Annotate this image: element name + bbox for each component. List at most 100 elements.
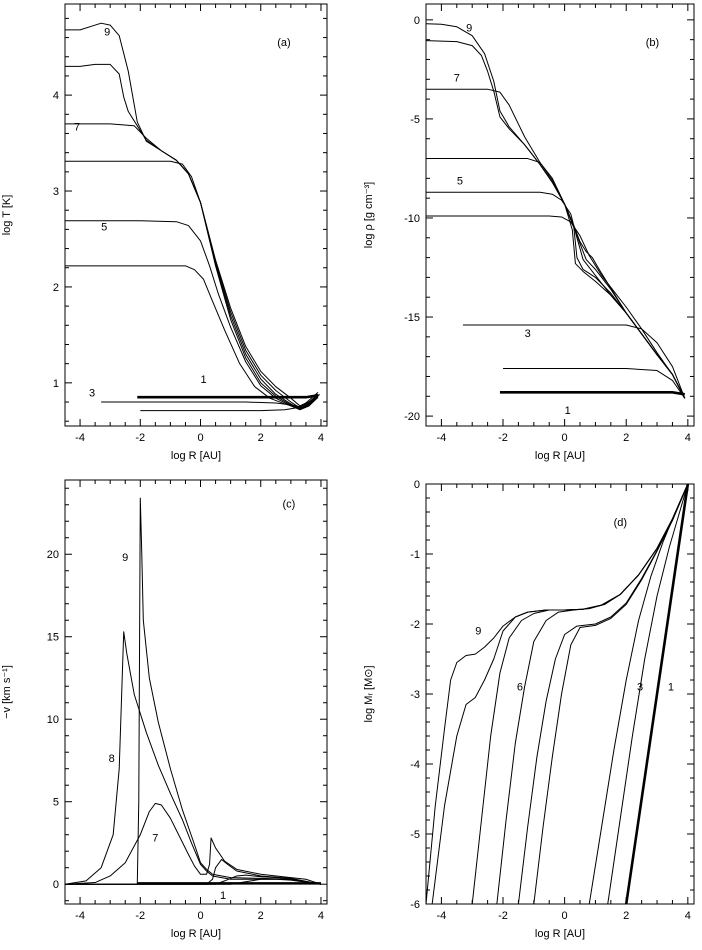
series-line-9 bbox=[426, 484, 689, 904]
y-tick-label: 15 bbox=[47, 632, 59, 644]
series-line-4 bbox=[533, 484, 689, 904]
y-tick-label: -5 bbox=[410, 114, 420, 126]
curve-label-7: 7 bbox=[152, 832, 158, 844]
y-tick-label: -3 bbox=[410, 689, 420, 701]
panel-tag: (b) bbox=[646, 37, 659, 49]
curve-label-1: 1 bbox=[565, 405, 571, 417]
y-tick-label: 5 bbox=[53, 797, 59, 809]
y-tick-label: 1 bbox=[53, 378, 59, 390]
series-line-1 bbox=[499, 391, 685, 396]
series-line-3 bbox=[588, 484, 689, 904]
y-tick-label: -15 bbox=[404, 312, 420, 324]
series-line-7 bbox=[65, 802, 322, 885]
series-group bbox=[426, 484, 690, 904]
x-tick-label: 2 bbox=[623, 432, 629, 444]
x-tick-label: -4 bbox=[437, 910, 447, 922]
y-tick-label: 0 bbox=[414, 15, 420, 27]
curve-label-1: 1 bbox=[668, 682, 674, 694]
x-tick-label: 4 bbox=[685, 910, 691, 922]
series-line-8 bbox=[65, 63, 319, 409]
series-group bbox=[65, 497, 322, 885]
curve-label-5: 5 bbox=[101, 221, 107, 233]
x-tick-label: 0 bbox=[562, 432, 568, 444]
curve-label-5: 5 bbox=[457, 175, 463, 187]
series-line-9 bbox=[65, 497, 322, 885]
curve-label-9: 9 bbox=[475, 626, 481, 638]
x-tick-label: -2 bbox=[498, 910, 508, 922]
y-tick-label: -6 bbox=[410, 899, 420, 911]
x-tick-label: 4 bbox=[318, 910, 324, 922]
x-tick-label: 2 bbox=[258, 432, 264, 444]
series-line-2 bbox=[607, 484, 689, 904]
x-tick-label: -2 bbox=[135, 432, 145, 444]
x-tick-label: -4 bbox=[437, 432, 447, 444]
series-line-2 bbox=[503, 368, 686, 399]
panel-tag: (c) bbox=[282, 499, 295, 511]
y-tick-label: 4 bbox=[53, 90, 59, 102]
y-tick-label: 2 bbox=[53, 282, 59, 294]
y-tick-label: 0 bbox=[414, 479, 420, 491]
series-line-8 bbox=[431, 484, 689, 904]
curve-label-9: 9 bbox=[466, 23, 472, 35]
x-axis-label: log R [AU] bbox=[535, 928, 585, 940]
series-line-8 bbox=[426, 40, 686, 399]
x-tick-label: 2 bbox=[623, 910, 629, 922]
series-line-4 bbox=[426, 215, 686, 399]
panel-tag: (a) bbox=[277, 37, 290, 49]
series-line-6 bbox=[496, 484, 689, 904]
series-line-1 bbox=[624, 484, 690, 904]
plot-frame bbox=[425, 483, 695, 905]
curve-label-7: 7 bbox=[454, 72, 460, 84]
plot-frame bbox=[64, 479, 328, 905]
series-line-7 bbox=[471, 484, 689, 904]
plot-frame bbox=[425, 3, 695, 427]
x-tick-label: 0 bbox=[197, 910, 203, 922]
series-line-7 bbox=[426, 88, 686, 399]
series-line-5 bbox=[65, 220, 319, 411]
x-axis-label: log R [AU] bbox=[171, 450, 221, 462]
x-tick-label: 0 bbox=[197, 432, 203, 444]
series-line-3 bbox=[101, 393, 320, 408]
panel-tag: (d) bbox=[614, 517, 627, 529]
series-line-5 bbox=[517, 484, 689, 904]
curve-label-6: 6 bbox=[517, 682, 523, 694]
series-line-9 bbox=[426, 23, 686, 399]
y-tick-label: -20 bbox=[404, 411, 420, 423]
y-tick-label: -2 bbox=[410, 619, 420, 631]
x-axis-label: log R [AU] bbox=[535, 450, 585, 462]
curve-label-7: 7 bbox=[74, 122, 80, 134]
series-line-6 bbox=[426, 158, 686, 399]
y-tick-label: 3 bbox=[53, 186, 59, 198]
series-line-3 bbox=[462, 324, 686, 399]
y-axis-label: log Mᵣ [M⊙] bbox=[363, 665, 375, 722]
series-line-9 bbox=[65, 22, 319, 407]
series-group bbox=[426, 23, 686, 399]
series-group bbox=[65, 22, 320, 412]
curve-label-1: 1 bbox=[220, 890, 226, 902]
series-line-4 bbox=[65, 265, 320, 409]
y-tick-label: -1 bbox=[410, 549, 420, 561]
series-line-1 bbox=[137, 394, 319, 399]
x-tick-label: -4 bbox=[75, 432, 85, 444]
y-axis-label: log ρ [g cm⁻³] bbox=[363, 182, 375, 248]
x-tick-label: 4 bbox=[318, 432, 324, 444]
x-tick-label: -2 bbox=[135, 910, 145, 922]
curve-label-8: 8 bbox=[109, 753, 115, 765]
y-tick-label: 10 bbox=[47, 714, 59, 726]
y-tick-label: -5 bbox=[410, 829, 420, 841]
panel-c: -4 -2 0 2 4 0 5 10 15 20 log R [AU] −v [km s⁻¹] (c) 9… bbox=[1, 479, 328, 940]
curve-label-9: 9 bbox=[104, 27, 110, 39]
curve-label-3: 3 bbox=[89, 387, 95, 399]
x-tick-label: 0 bbox=[562, 910, 568, 922]
series-line-6 bbox=[65, 160, 319, 411]
curve-label-9: 9 bbox=[122, 552, 128, 564]
y-tick-label: 20 bbox=[47, 549, 59, 561]
series-line-5 bbox=[426, 191, 686, 399]
panel-d: -4 -2 0 2 4 0 -1 -2 -3 -4 -5 -6 log R [AU] log Mᵣ [M⊙… bbox=[363, 479, 695, 940]
y-axis-label: log T [K] bbox=[1, 195, 13, 236]
panel-a: -4 -2 0 2 4 1 2 3 4 log R [AU] log T [K] (a) 9 7 5 3 1 bbox=[1, 3, 328, 462]
plot-frame bbox=[64, 3, 328, 427]
x-tick-label: 4 bbox=[685, 432, 691, 444]
